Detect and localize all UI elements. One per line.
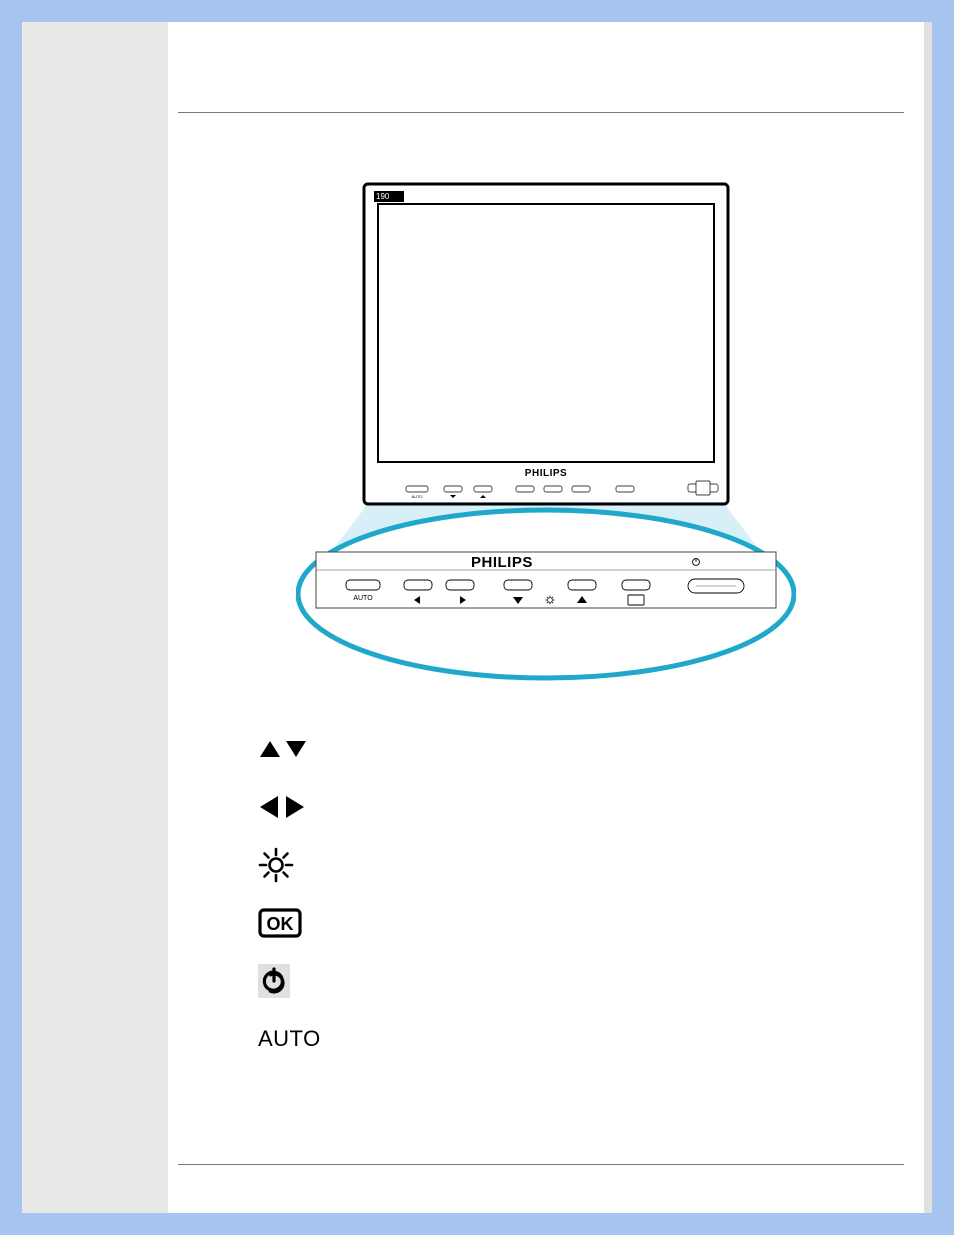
- icon-legend: OK AUTO: [258, 720, 758, 1068]
- content-area: 190 PHILIPS AUTO: [168, 22, 924, 1213]
- legend-row-brightness: [258, 836, 758, 894]
- power-icon: [258, 961, 328, 1001]
- bezel-button-strip: AUTO: [406, 481, 718, 499]
- up-down-icon: [258, 729, 328, 769]
- divider-top: [178, 112, 904, 113]
- monitor-svg: 190 PHILIPS AUTO: [296, 174, 796, 694]
- monitor-brand-small: PHILIPS: [525, 468, 567, 479]
- right-gutter: [924, 22, 932, 1213]
- page-frame: 190 PHILIPS AUTO: [0, 0, 954, 1235]
- legend-row-leftright: [258, 778, 758, 836]
- control-panel-zoom: PHILIPS AUTO: [316, 552, 776, 608]
- legend-row-auto: AUTO: [258, 1010, 758, 1068]
- auto-label: AUTO: [258, 1026, 321, 1052]
- monitor-figure: 190 PHILIPS AUTO: [296, 174, 796, 694]
- legend-row-ok: OK: [258, 894, 758, 952]
- panel-auto-label: AUTO: [353, 595, 373, 602]
- ok-icon: OK: [258, 903, 328, 943]
- bezel-auto-label: AUTO: [411, 494, 422, 499]
- panel-brand: PHILIPS: [471, 554, 533, 571]
- svg-text:OK: OK: [267, 914, 294, 934]
- model-badge-text: 190: [376, 192, 390, 201]
- monitor-screen: [378, 204, 714, 462]
- left-right-icon: [258, 787, 328, 827]
- auto-icon: AUTO: [258, 1019, 328, 1059]
- legend-row-power: [258, 952, 758, 1010]
- divider-bottom: [178, 1164, 904, 1165]
- sidebar: [22, 22, 168, 1213]
- brightness-icon: [258, 845, 328, 885]
- legend-row-updown: [258, 720, 758, 778]
